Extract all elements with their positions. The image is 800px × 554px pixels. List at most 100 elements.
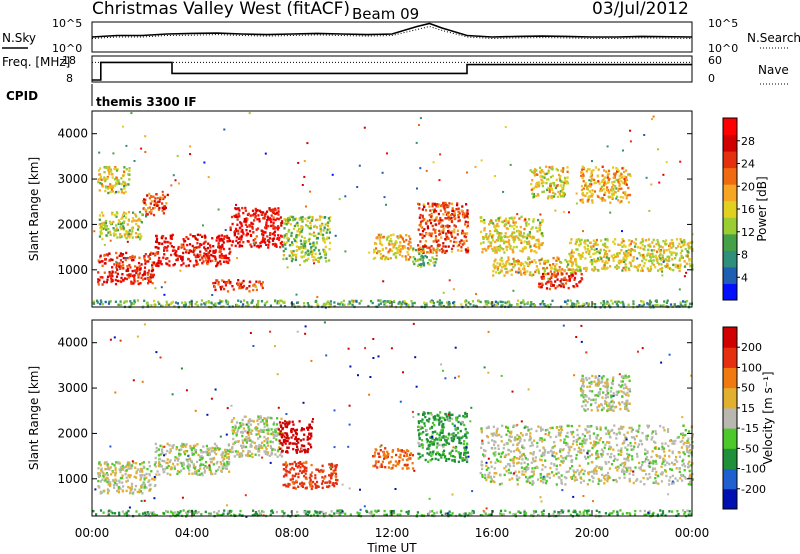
power-cell	[260, 284, 263, 287]
power-cell	[486, 303, 489, 306]
velocity-cell	[135, 470, 138, 473]
power-cell	[679, 303, 682, 306]
power-cell	[251, 209, 255, 212]
power-cell	[557, 190, 560, 194]
power-cell	[602, 198, 605, 201]
power-cell	[654, 266, 657, 269]
velocity-cell	[281, 443, 284, 447]
power-cell	[240, 223, 243, 226]
power-cell	[590, 173, 593, 176]
power-cell	[102, 227, 105, 230]
power-cell	[170, 237, 174, 240]
station-title: Christmas Valley West (fitACF)	[92, 0, 350, 19]
power-cell	[594, 166, 597, 169]
power-cell	[524, 222, 528, 225]
power-cell	[422, 245, 425, 248]
power-cell	[267, 243, 270, 247]
velocity-cell	[408, 456, 411, 459]
velocity-cell	[118, 479, 121, 482]
power-cell	[282, 301, 285, 304]
power-cell	[613, 242, 616, 246]
velocity-cell	[429, 451, 432, 454]
velocity-cell	[261, 429, 264, 432]
power-cell	[588, 250, 591, 253]
power-cell	[129, 300, 132, 303]
velocity-cell	[321, 464, 324, 467]
velocity-cell	[442, 436, 445, 439]
velocity-cell	[441, 431, 444, 434]
velocity-cell	[259, 428, 262, 431]
power-cell	[383, 300, 386, 303]
power-cell	[480, 230, 483, 234]
power-cell	[421, 233, 424, 236]
velocity-cell	[299, 450, 302, 453]
velocity-cell	[216, 447, 219, 450]
power-cell	[195, 300, 198, 304]
power-cell	[586, 247, 590, 251]
velocity-cell	[125, 469, 128, 472]
velocity-cell	[246, 439, 249, 442]
power-cell	[428, 233, 431, 237]
velocity-cell	[279, 430, 282, 433]
power-cell	[146, 273, 149, 276]
power-cell	[396, 235, 399, 238]
power-cell	[654, 303, 657, 307]
power-cell	[655, 299, 658, 302]
power-cell	[218, 299, 222, 302]
power-cell	[541, 179, 544, 183]
power-cell	[103, 243, 106, 246]
velocity-cell	[326, 481, 329, 484]
power-cell	[149, 280, 152, 283]
power-cell	[288, 218, 291, 221]
power-cell	[248, 285, 251, 288]
power-cell	[603, 244, 606, 247]
power-cell	[235, 239, 238, 243]
power-cell	[425, 169, 428, 172]
velocity-cell	[457, 460, 460, 463]
power-cell	[173, 305, 176, 308]
power-cell	[477, 300, 481, 303]
power-cell	[113, 184, 116, 187]
power-cell	[588, 179, 591, 182]
power-cell	[93, 300, 96, 303]
power-cell	[379, 240, 382, 244]
power-cell	[586, 168, 589, 171]
power-cell	[541, 242, 544, 245]
power-cell	[505, 240, 508, 243]
power-cell	[105, 166, 108, 169]
power-cell	[545, 165, 548, 168]
velocity-cell	[314, 486, 317, 489]
power-cell	[615, 178, 618, 182]
velocity-cell	[265, 428, 268, 432]
power-cell	[301, 226, 304, 229]
power-cell	[513, 261, 516, 264]
power-cell	[417, 244, 420, 247]
power-cell	[440, 247, 443, 251]
power-cell	[132, 282, 135, 285]
power-cell	[109, 233, 112, 236]
velocity-cell	[451, 459, 454, 462]
power-cell	[293, 218, 296, 221]
power-cell	[160, 236, 163, 239]
power-cell	[625, 254, 628, 257]
power-cell	[595, 238, 598, 242]
power-cell	[272, 221, 275, 224]
power-cell	[131, 220, 134, 223]
power-cell	[620, 173, 623, 176]
velocity-cell	[377, 460, 380, 463]
power-cell	[671, 238, 674, 242]
power-cell	[237, 242, 240, 245]
power-cell	[606, 176, 609, 179]
velocity-cell	[222, 459, 225, 462]
velocity-cell	[316, 484, 319, 488]
power-cell	[580, 174, 583, 177]
power-cell	[577, 238, 580, 241]
velocity-cell	[459, 452, 462, 455]
power-cell	[528, 263, 531, 266]
power-cell	[630, 240, 633, 243]
power-cell	[571, 255, 575, 258]
power-cell	[524, 218, 527, 221]
power-cell	[645, 176, 648, 179]
velocity-cell	[454, 446, 457, 450]
power-cell	[138, 226, 141, 229]
